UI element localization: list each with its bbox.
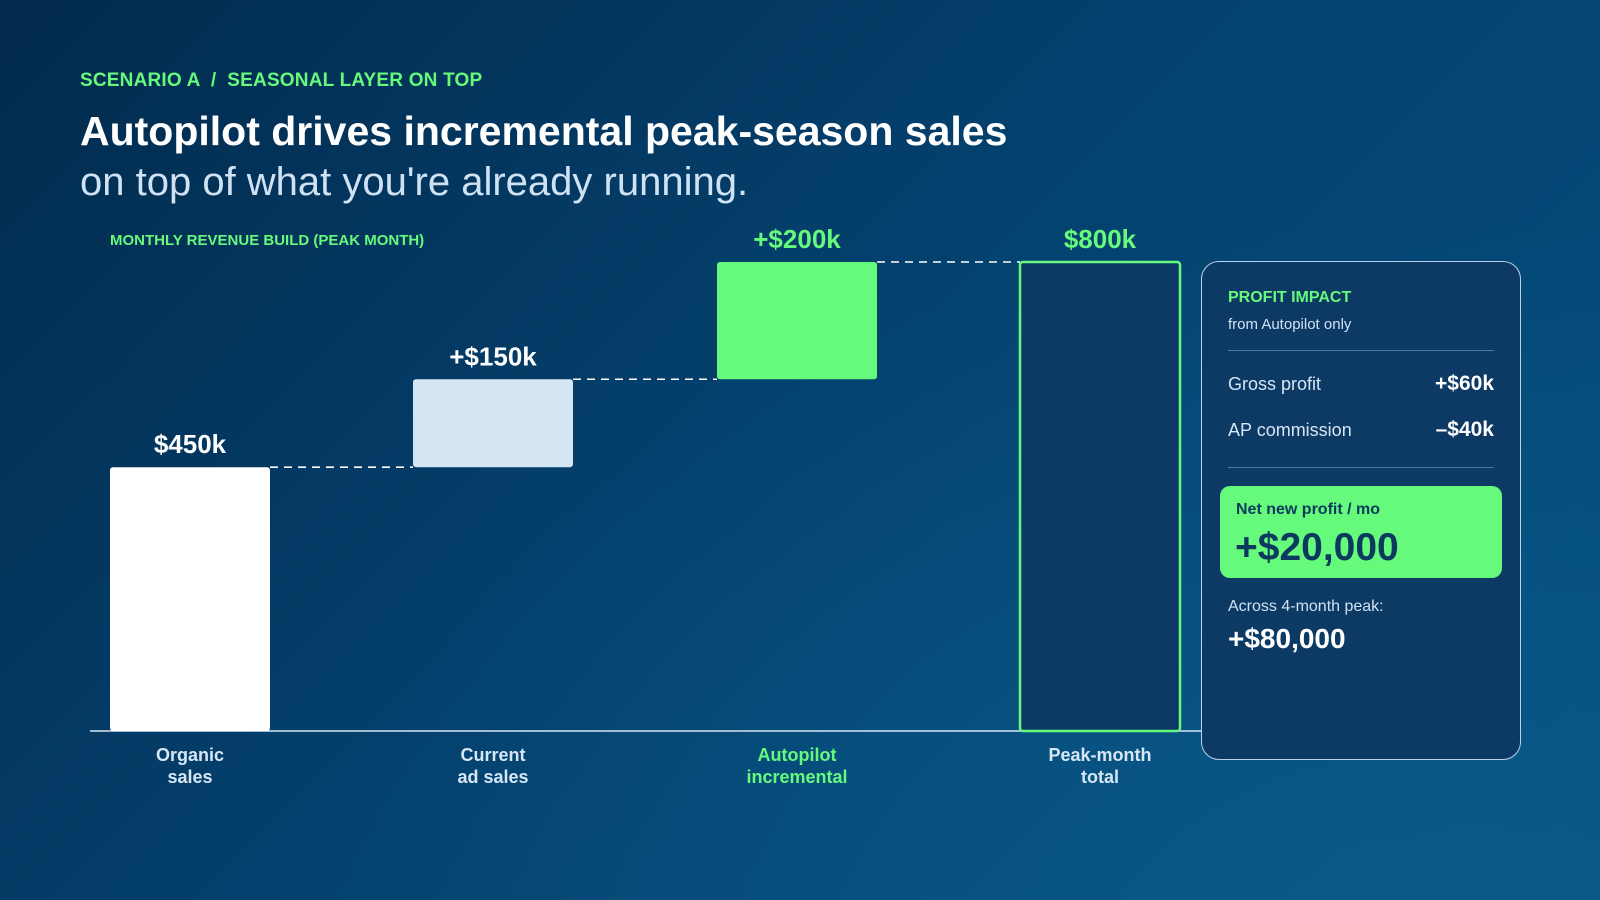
bar-0 <box>110 467 270 731</box>
data-label-3: $800k <box>1064 224 1137 254</box>
panel-subtitle: from Autopilot only <box>1228 316 1352 333</box>
net-profit-value: +$20,000 <box>1235 526 1399 569</box>
category-label-0-0: Organic <box>156 745 224 765</box>
category-label-2-0: Autopilot <box>758 745 837 765</box>
ap-commission-label: AP commission <box>1228 420 1352 440</box>
profit-impact-panel: PROFIT IMPACT from Autopilot only Gross … <box>1201 261 1521 760</box>
bar-3 <box>1018 260 1182 733</box>
category-label-1-1: ad sales <box>457 767 528 787</box>
bar-1 <box>413 379 573 468</box>
category-label-3-0: Peak-month <box>1048 745 1151 765</box>
gross-profit-label: Gross profit <box>1228 374 1322 394</box>
page-title: Autopilot drives incremental peak-season… <box>80 108 1008 154</box>
page-subtitle: on top of what you're already running. <box>80 160 749 204</box>
data-label-2: +$200k <box>753 224 841 254</box>
across-peak-label: Across 4-month peak: <box>1228 598 1384 615</box>
data-label-0: $450k <box>154 429 227 459</box>
gross-profit-value: +$60k <box>1435 372 1494 395</box>
panel-title: PROFIT IMPACT <box>1228 289 1352 306</box>
category-label-1-0: Current <box>460 745 525 765</box>
ap-commission-value: –$40k <box>1435 418 1494 441</box>
chart-title: MONTHLY REVENUE BUILD (PEAK MONTH) <box>110 232 424 249</box>
category-label-0-1: sales <box>167 767 212 787</box>
panel-divider-bottom <box>1228 467 1494 468</box>
ap-commission-row: AP commission –$40k <box>1228 418 1494 442</box>
net-profit-box: Net new profit / mo +$20,000 <box>1220 486 1502 578</box>
panel-divider-top <box>1228 350 1494 351</box>
net-profit-label: Net new profit / mo <box>1236 501 1380 518</box>
category-label-2-1: incremental <box>746 767 847 787</box>
bar-2 <box>717 262 877 380</box>
scenario-eyebrow: SCENARIO A / SEASONAL LAYER ON TOP <box>80 70 483 91</box>
across-peak-value: +$80,000 <box>1228 623 1346 654</box>
data-label-1: +$150k <box>449 341 537 371</box>
category-label-3-1: total <box>1081 767 1119 787</box>
gross-profit-row: Gross profit +$60k <box>1228 372 1494 396</box>
